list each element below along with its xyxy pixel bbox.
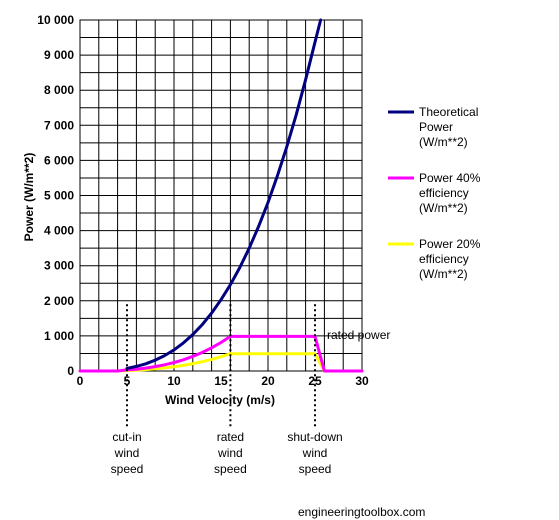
y-tick-labels: 0 1 000 2 000 3 000 4 000 5 000 6 000 7 000 8 00… xyxy=(37,13,74,378)
y-tick-label: 5 000 xyxy=(44,189,74,203)
y-tick-label: 6 000 xyxy=(44,153,74,167)
x-tick-label: 20 xyxy=(261,374,275,388)
annotation-label: speed xyxy=(111,462,144,476)
series-line-2 xyxy=(78,334,364,373)
annotation-label: wind xyxy=(302,446,328,460)
annotation-label: wind xyxy=(114,446,140,460)
y-tick-label: 4 000 xyxy=(44,224,74,238)
annotation-label: speed xyxy=(214,462,247,476)
annotation-label: shut-down xyxy=(287,430,342,444)
y-tick-label: 8 000 xyxy=(44,83,74,97)
legend-entry: Power xyxy=(419,120,453,134)
x-tick-label: 10 xyxy=(167,374,181,388)
annotation-label: rated xyxy=(217,430,244,444)
annotation-label: speed xyxy=(299,462,332,476)
legend-entry: (W/m**2) xyxy=(419,135,468,149)
x-axis-title: Wind Velocity (m/s) xyxy=(165,393,275,407)
legend-entry: (W/m**2) xyxy=(419,267,468,281)
watermark-text: engineeringtoolbox.com xyxy=(298,505,425,519)
x-tick-label: 30 xyxy=(355,374,369,388)
x-tick-label: 0 xyxy=(77,374,84,388)
y-tick-label: 9 000 xyxy=(44,48,74,62)
y-tick-label: 0 xyxy=(67,364,74,378)
legend-entry: Power 20% xyxy=(419,237,481,251)
annotation-label: cut-in xyxy=(112,430,141,444)
annotation-label: wind xyxy=(217,446,243,460)
rated-power-label: rated power xyxy=(327,328,390,342)
y-tick-label: 3 000 xyxy=(44,259,74,273)
legend-entry: Power 40% xyxy=(419,171,481,185)
legend-entry: Theoretical xyxy=(419,105,478,119)
series-line-1 xyxy=(125,18,323,370)
legend-entry: efficiency xyxy=(419,186,469,200)
y-tick-label: 2 000 xyxy=(44,294,74,308)
grid xyxy=(79,19,363,372)
legend-entry: (W/m**2) xyxy=(419,201,468,215)
legend-entry: efficiency xyxy=(419,252,469,266)
x-tick-labels: 051015202530 xyxy=(77,374,369,388)
series-layer xyxy=(78,18,364,373)
y-tick-label: 1 000 xyxy=(44,329,74,343)
plot-border xyxy=(79,19,363,372)
x-tick-label: 15 xyxy=(214,374,228,388)
annotations: cut-in wind speed rated wind speed shut-down wi… xyxy=(111,304,343,476)
y-axis-title: Power (W/m**2) xyxy=(22,153,36,242)
y-tick-label: 10 000 xyxy=(37,13,74,27)
y-tick-label: 7 000 xyxy=(44,118,74,132)
